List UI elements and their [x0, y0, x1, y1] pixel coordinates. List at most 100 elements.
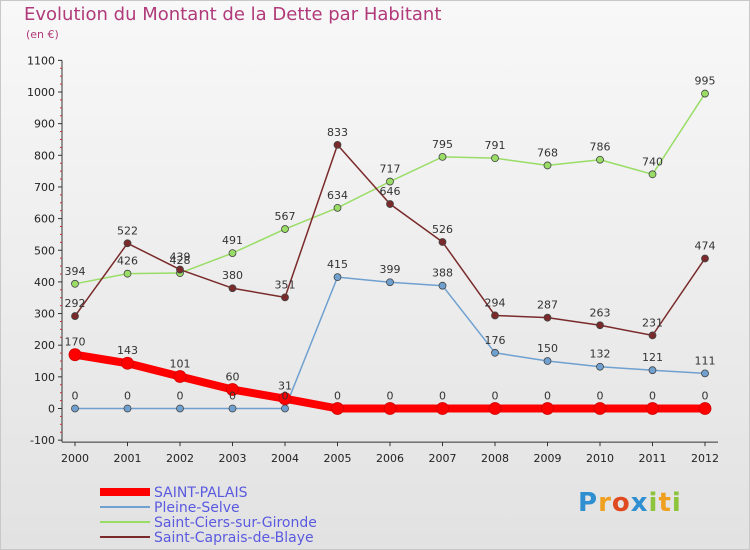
data-label: 380	[222, 269, 243, 282]
x-tick-label: 2011	[639, 452, 667, 465]
data-label: 526	[432, 223, 453, 236]
legend-label: Pleine-Selve	[154, 500, 240, 516]
data-label: 0	[439, 390, 446, 403]
data-point	[71, 312, 79, 320]
data-label: 0	[124, 390, 131, 403]
data-label: 415	[327, 258, 348, 271]
y-tick-label: 900	[34, 118, 55, 131]
data-label: 121	[642, 351, 663, 364]
data-label: 31	[278, 380, 292, 393]
data-label: 0	[649, 390, 656, 403]
data-point	[68, 348, 82, 362]
data-point	[701, 254, 709, 263]
data-label: 567	[275, 210, 296, 223]
x-tick-label: 2002	[166, 452, 194, 465]
data-point	[333, 203, 342, 212]
x-tick-label: 2005	[324, 452, 352, 465]
x-tick-label: 2012	[691, 452, 719, 465]
data-label: 399	[380, 263, 401, 276]
data-point	[281, 293, 289, 302]
data-label: 294	[485, 296, 506, 309]
data-point	[71, 279, 79, 288]
data-point	[596, 362, 604, 371]
data-point	[176, 404, 184, 413]
data-point	[648, 170, 657, 179]
data-label: 0	[229, 390, 236, 403]
data-point	[438, 238, 447, 246]
data-point	[596, 155, 604, 164]
data-point	[701, 89, 709, 98]
data-point	[386, 200, 394, 208]
data-point	[543, 161, 552, 170]
data-point	[386, 278, 394, 287]
data-labels: 0 0 0 0 0 415 399 388 176 150 132 121 111 394 426 428 49…	[65, 75, 716, 403]
y-tick-label: 600	[34, 213, 55, 226]
y-tick-label: 0	[48, 403, 55, 416]
y-tick-label: 700	[34, 181, 55, 194]
data-label: 132	[590, 348, 611, 361]
data-label: 231	[642, 316, 663, 329]
proxiti-logo: Proxiti	[578, 488, 682, 518]
data-label: 0	[177, 390, 184, 403]
x-tick-label: 2000	[61, 452, 89, 465]
data-point	[593, 402, 607, 415]
data-point	[173, 370, 187, 383]
data-label: 717	[380, 163, 401, 176]
data-point	[386, 177, 394, 186]
data-label: 0	[597, 390, 604, 403]
data-point	[228, 284, 237, 293]
data-point	[226, 383, 239, 396]
x-tick-label: 2004	[271, 452, 299, 465]
data-label: 351	[275, 278, 296, 291]
data-point	[331, 402, 344, 415]
data-label: 439	[170, 251, 191, 264]
y-tick-label: 400	[34, 276, 55, 289]
data-label: 287	[537, 299, 558, 312]
data-point	[646, 402, 659, 415]
data-point	[123, 239, 132, 248]
data-label: 0	[702, 390, 709, 403]
data-point	[333, 140, 342, 149]
series-points	[68, 89, 712, 415]
x-tick-label: 2007	[429, 452, 457, 465]
x-tick-label: 2006	[376, 452, 404, 465]
data-point	[281, 225, 289, 233]
data-label: 0	[72, 390, 79, 403]
data-label: 426	[117, 255, 138, 268]
y-tick-label: 100	[34, 371, 55, 384]
data-point	[648, 366, 657, 375]
data-label: 491	[222, 234, 243, 247]
data-point	[438, 281, 447, 290]
x-tick-label: 2010	[586, 452, 614, 465]
data-label: 995	[695, 75, 716, 88]
legend-label: Saint-Ciers-sur-Gironde	[154, 515, 317, 531]
data-label: 170	[65, 336, 86, 349]
data-point	[228, 249, 237, 257]
y-tick-label: 800	[34, 149, 55, 162]
data-label: 0	[282, 390, 289, 403]
data-label: 786	[590, 141, 611, 154]
data-label: 292	[65, 297, 86, 310]
data-point	[488, 402, 502, 415]
data-point	[701, 369, 709, 378]
data-point	[596, 321, 604, 330]
data-point	[281, 404, 289, 413]
data-label: 150	[537, 342, 558, 355]
data-point	[123, 404, 132, 413]
data-point	[491, 154, 499, 163]
x-tick-label: 2008	[481, 452, 509, 465]
data-point	[71, 404, 79, 413]
chart-title: Evolution du Montant de la Dette par Hab…	[24, 4, 442, 25]
data-label: 646	[380, 185, 401, 198]
data-label: 768	[537, 146, 558, 159]
data-point	[491, 348, 499, 357]
data-point	[228, 404, 237, 413]
chart-axes: -100010020030040050060070080090010001100…	[27, 54, 719, 465]
y-tick-label: -100	[30, 434, 55, 447]
data-point	[123, 269, 132, 278]
y-tick-label: 500	[34, 244, 55, 257]
x-tick-label: 2001	[114, 452, 142, 465]
data-label: 263	[590, 306, 611, 319]
data-point	[176, 265, 184, 274]
